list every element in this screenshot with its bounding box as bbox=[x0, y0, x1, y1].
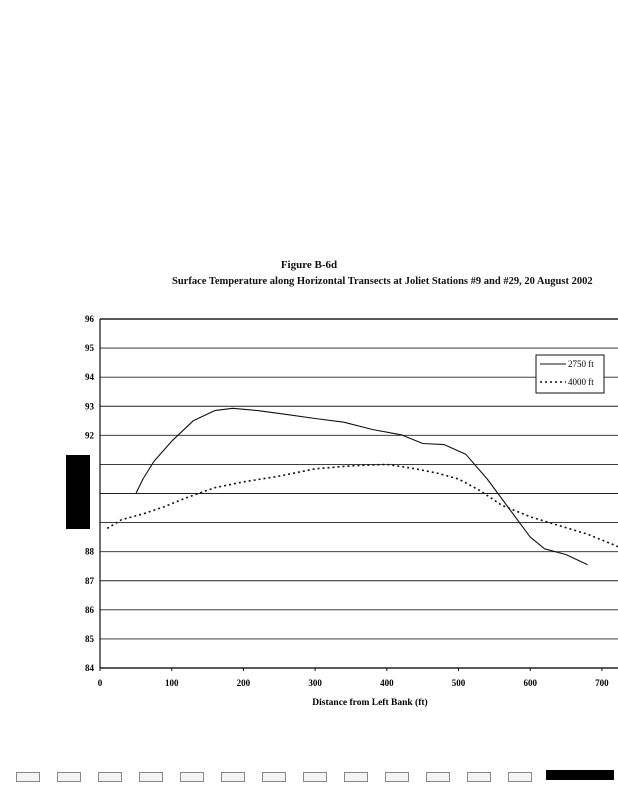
x-tick-label: 200 bbox=[237, 678, 251, 688]
x-tick-label: 400 bbox=[380, 678, 394, 688]
legend-label-4000: 4000 ft bbox=[568, 377, 594, 387]
legend: 2750 ft 4000 ft bbox=[535, 354, 605, 394]
data-series bbox=[106, 407, 618, 566]
footer-box bbox=[16, 772, 40, 782]
legend-label-2750: 2750 ft bbox=[568, 359, 594, 369]
y-tick-label: 92 bbox=[85, 430, 95, 440]
y-tick-label: 94 bbox=[85, 372, 95, 382]
legend-box bbox=[535, 354, 605, 394]
axes bbox=[99, 319, 603, 671]
figure-title: Figure B-6d bbox=[280, 259, 338, 271]
y-tick-label: 88 bbox=[85, 547, 95, 557]
x-tick-label: 100 bbox=[165, 678, 179, 688]
y-tick-label: 86 bbox=[85, 605, 95, 615]
footer-box bbox=[262, 772, 286, 782]
x-axis-label: Distance from Left Bank (ft) bbox=[312, 697, 427, 708]
footer-box bbox=[385, 772, 409, 782]
x-tick-label: 600 bbox=[523, 678, 537, 688]
footer-box bbox=[467, 772, 491, 782]
redaction-block bbox=[66, 455, 90, 529]
y-tick-labels: 84 85 86 87 88 92 93 94 95 96 bbox=[85, 314, 95, 673]
x-tick-label: 500 bbox=[452, 678, 466, 688]
footer-box bbox=[344, 772, 368, 782]
footer-black-bar bbox=[546, 770, 614, 780]
footer-box bbox=[221, 772, 245, 782]
y-tick-label: 84 bbox=[85, 663, 95, 673]
footer-box bbox=[303, 772, 327, 782]
y-tick-label: 93 bbox=[85, 401, 95, 411]
footer-box bbox=[426, 772, 450, 782]
y-tick-label: 87 bbox=[85, 576, 95, 586]
footer-box bbox=[98, 772, 122, 782]
y-tick-label: 85 bbox=[85, 634, 95, 644]
footer-box bbox=[139, 772, 163, 782]
x-tick-label: 700 bbox=[595, 678, 609, 688]
x-tick-labels: 0 100 200 300 400 500 600 700 bbox=[98, 678, 609, 688]
grid-lines bbox=[100, 318, 618, 669]
x-tick-label: 0 bbox=[98, 678, 103, 688]
x-tick-label: 300 bbox=[308, 678, 322, 688]
footer-box bbox=[508, 772, 532, 782]
y-tick-label: 96 bbox=[85, 314, 95, 324]
footer-box bbox=[57, 772, 81, 782]
temperature-chart: 84 85 86 87 88 92 93 94 95 96 0 100 200 300 400 500 600… bbox=[85, 314, 618, 708]
series-line-4000-ft bbox=[106, 463, 618, 548]
page-footer-strip bbox=[0, 768, 618, 782]
footer-box bbox=[180, 772, 204, 782]
y-tick-label: 95 bbox=[85, 343, 95, 353]
series-line-2750-ft bbox=[135, 407, 588, 566]
figure-subtitle: Surface Temperature along Horizontal Tra… bbox=[172, 276, 593, 287]
